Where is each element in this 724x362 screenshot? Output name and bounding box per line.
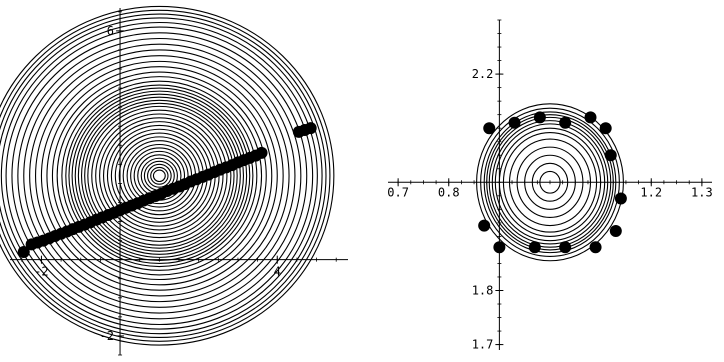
trajectory-ring xyxy=(46,66,273,286)
trajectory-ring xyxy=(80,99,238,252)
trajectory-ring xyxy=(84,102,235,249)
trajectory-ring xyxy=(147,163,172,188)
x-tick-label: -2 xyxy=(34,265,48,279)
data-point xyxy=(584,111,597,124)
data-point xyxy=(508,116,521,129)
data-point xyxy=(589,241,602,254)
chart-panel-1: -2 4 -2 6 xyxy=(0,5,348,356)
data-point xyxy=(604,149,617,162)
data-point xyxy=(533,111,546,124)
x-tick-label: 0.7 xyxy=(387,185,409,199)
data-point xyxy=(599,122,612,135)
trajectory-ring xyxy=(68,87,251,265)
y-tick-label: 1.7 xyxy=(472,338,494,352)
trajectory-ring xyxy=(34,55,284,297)
trajectory-ring xyxy=(99,117,220,235)
point-series xyxy=(17,122,317,259)
x-tick-label: 0.8 xyxy=(438,185,460,199)
x-tick-label: 4 xyxy=(274,265,281,279)
trajectory-ring xyxy=(87,105,232,246)
data-point xyxy=(255,146,268,159)
trajectory-ring xyxy=(0,13,327,338)
trajectory-ring xyxy=(65,84,254,268)
trajectory-ring xyxy=(56,76,263,276)
trajectory-ring xyxy=(23,43,296,308)
trajectory-rings xyxy=(0,5,335,346)
data-point xyxy=(483,122,496,135)
data-point xyxy=(559,241,572,254)
trajectory-ring xyxy=(130,147,189,205)
trajectory-ring xyxy=(29,49,290,303)
trajectory-ring xyxy=(0,9,331,342)
data-point xyxy=(304,122,317,135)
trajectory-ring xyxy=(74,93,245,258)
trajectory-ring xyxy=(11,32,308,320)
y-tick-label: 6 xyxy=(107,24,114,38)
chart-panel-2: 0.7 0.8 1.2 1.3 2.2 1.8 1.7 xyxy=(387,19,713,352)
y-tick-label: 2.2 xyxy=(472,67,494,81)
y-tick-label: -2 xyxy=(100,329,114,343)
trajectory-ring xyxy=(5,26,314,326)
point-series xyxy=(478,111,627,254)
trajectory-ring xyxy=(152,169,166,183)
trajectory-ring xyxy=(40,60,278,291)
axis-ticks xyxy=(397,19,703,346)
trajectory-ring xyxy=(51,71,267,281)
data-point xyxy=(528,241,541,254)
trajectory-ring xyxy=(77,96,241,255)
trajectory-ring xyxy=(61,80,258,271)
data-point xyxy=(17,246,30,259)
trajectory-ring xyxy=(71,90,248,261)
trajectory-ring xyxy=(91,109,228,242)
data-point xyxy=(614,192,627,205)
trajectory-ring xyxy=(17,37,302,314)
data-point xyxy=(478,219,491,232)
x-tick-label: 1.2 xyxy=(640,185,662,199)
x-tick-label: 1.3 xyxy=(691,185,713,199)
trajectory-ring xyxy=(0,5,335,346)
axis-ticks xyxy=(21,11,337,356)
trajectory-ring xyxy=(0,21,318,330)
trajectory-ring xyxy=(0,17,323,335)
data-point xyxy=(609,224,622,237)
y-tick-label: 1.8 xyxy=(472,283,494,297)
trajectory-ring xyxy=(150,166,169,185)
trajectory-ring xyxy=(95,113,224,239)
data-point xyxy=(559,116,572,129)
